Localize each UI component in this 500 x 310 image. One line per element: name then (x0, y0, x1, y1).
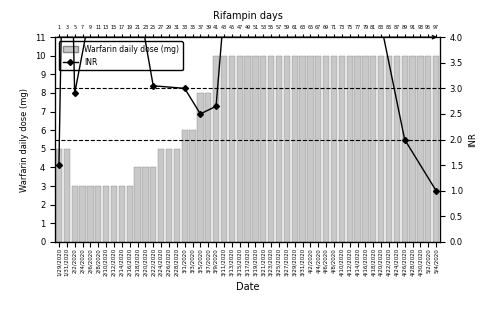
Bar (95, 186, 102, 242)
X-axis label: Rifampin days: Rifampin days (212, 11, 282, 21)
Bar (378, 56, 384, 242)
Bar (276, 56, 282, 242)
Bar (221, 56, 227, 242)
Bar (182, 130, 188, 242)
Bar (205, 93, 212, 242)
Bar (80, 186, 86, 242)
Bar (386, 56, 392, 242)
Bar (284, 56, 290, 242)
Bar (354, 56, 360, 242)
Bar (118, 186, 125, 242)
Bar (346, 56, 353, 242)
Bar (252, 56, 258, 242)
Bar (338, 56, 345, 242)
Bar (307, 56, 314, 242)
Bar (166, 149, 172, 242)
Bar (56, 149, 62, 242)
Legend: Warfarin daily dose (mg), INR: Warfarin daily dose (mg), INR (59, 41, 183, 70)
Bar (213, 56, 219, 242)
Bar (315, 56, 322, 242)
Bar (174, 149, 180, 242)
Bar (126, 186, 133, 242)
Bar (87, 186, 94, 242)
Bar (228, 56, 235, 242)
Bar (292, 56, 298, 242)
Bar (433, 56, 439, 242)
Bar (362, 56, 368, 242)
Bar (134, 167, 140, 242)
Bar (197, 93, 203, 242)
Bar (300, 56, 306, 242)
Bar (323, 56, 329, 242)
Bar (244, 56, 250, 242)
Bar (394, 56, 400, 242)
Bar (103, 186, 109, 242)
Bar (417, 56, 424, 242)
Bar (72, 186, 78, 242)
Y-axis label: Warfarin daily dose (mg): Warfarin daily dose (mg) (20, 87, 29, 192)
Bar (260, 56, 266, 242)
Bar (158, 149, 164, 242)
Bar (64, 149, 70, 242)
Bar (402, 56, 408, 242)
Bar (142, 167, 148, 242)
Bar (190, 130, 196, 242)
Bar (268, 56, 274, 242)
Bar (150, 167, 156, 242)
X-axis label: Date: Date (236, 282, 259, 292)
Bar (236, 56, 243, 242)
Bar (410, 56, 416, 242)
Bar (331, 56, 337, 242)
Bar (111, 186, 117, 242)
Bar (370, 56, 376, 242)
Bar (425, 56, 432, 242)
Y-axis label: INR: INR (468, 132, 477, 147)
